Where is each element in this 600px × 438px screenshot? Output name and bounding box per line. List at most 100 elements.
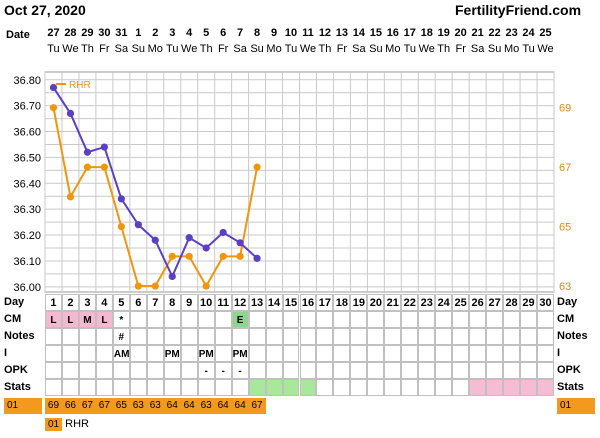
notes-cell (45, 328, 62, 345)
notes-cell (418, 328, 436, 345)
intercourse-cell (78, 345, 96, 362)
date-number: 10 (284, 27, 298, 39)
notes-cell (316, 328, 334, 345)
y-tick-label-left: 36.70 (13, 101, 41, 113)
cm-cell (197, 311, 215, 328)
temperature-point (151, 236, 159, 244)
date-number: 19 (437, 27, 450, 39)
intercourse-cell (452, 345, 470, 362)
intercourse-cell (503, 345, 521, 362)
stats-cell (78, 379, 96, 396)
notes-cell (299, 328, 317, 345)
weekday-label: Sa (470, 43, 485, 55)
opk-row-label: OPK (4, 364, 28, 376)
opk-cell (401, 362, 419, 379)
rhr-series (49, 104, 261, 290)
stats-cell (401, 379, 419, 396)
date-number: 4 (186, 27, 193, 39)
cm-cell (418, 311, 436, 328)
temperature-point (236, 239, 244, 247)
cycle-day-cell: 20 (367, 294, 385, 311)
notes-cell (486, 328, 504, 345)
temperature-point (117, 195, 125, 203)
weekday-label: Tu (284, 43, 298, 55)
rhr-cell: 64 (214, 398, 232, 414)
stats-cell (45, 379, 62, 396)
stats-row-label-right: Stats (557, 381, 584, 393)
temperature-point (185, 234, 193, 242)
rhr-point (100, 163, 108, 171)
opk-cell (350, 362, 368, 379)
weekday-label: Fr (217, 43, 229, 55)
notes-cell (61, 328, 79, 345)
stats-cell (265, 379, 283, 396)
cycle-day-cell: 26 (469, 294, 487, 311)
intercourse-cell (435, 345, 453, 362)
cycle-day-cell: 29 (520, 294, 538, 311)
notes-cell (214, 328, 232, 345)
rhr-row-label-right: 01 (557, 398, 595, 414)
weekday-label: Su (369, 43, 383, 55)
rhr-cell: 67 (78, 398, 96, 414)
chart-legend: RHR (56, 80, 91, 91)
cm-cell (248, 311, 266, 328)
cm-cell (146, 311, 164, 328)
intercourse-cell (180, 345, 198, 362)
stats-cell (95, 379, 113, 396)
temperature-point (202, 244, 210, 252)
rhr-point (134, 282, 142, 290)
notes-cell (384, 328, 402, 345)
temperature-point (134, 221, 142, 229)
cycle-day-cell: 28 (503, 294, 521, 311)
cycle-day-cell: 4 (95, 294, 113, 311)
notes-cell (129, 328, 147, 345)
cm-cell: L (61, 311, 79, 328)
y-tick-label-left: 36.50 (13, 152, 41, 164)
intercourse-cell (469, 345, 487, 362)
opk-cell (282, 362, 300, 379)
weekday-label: Su (131, 43, 146, 55)
opk-cell (486, 362, 504, 379)
y-tick-label-left: 36.00 (13, 282, 41, 294)
y-tick-label-right: 65 (559, 222, 571, 234)
intercourse-cell (333, 345, 351, 362)
weekday-label: We (537, 43, 554, 55)
date-number: 23 (505, 27, 518, 39)
cycle-day-cell: 3 (78, 294, 96, 311)
opk-cell (367, 362, 385, 379)
weekday-label: Sa (114, 43, 129, 55)
cycle-day-cell: 23 (418, 294, 436, 311)
cycle-day-cell: 27 (486, 294, 504, 311)
temperature-point (83, 148, 92, 156)
cycle-day-cell: 11 (214, 294, 232, 311)
rhr-point (49, 104, 58, 112)
date-number: 3 (169, 27, 176, 39)
notes-cell (452, 328, 470, 345)
cycle-day-cell: 24 (435, 294, 453, 311)
cm-cell (282, 311, 300, 328)
rhr-cell: 67 (248, 398, 266, 414)
rhr-row-label: 01 (4, 398, 42, 414)
stats-cell (384, 379, 402, 396)
cm-cell (350, 311, 368, 328)
cycle-day-cell: 17 (316, 294, 334, 311)
rhr-point (202, 282, 210, 290)
weekday-label: Th (318, 43, 332, 55)
temperature-point (66, 109, 75, 118)
intercourse-cell: PM (197, 345, 215, 362)
cycle-day-cell: 13 (248, 294, 266, 311)
stats-cell (146, 379, 164, 396)
weekday-label: Su (250, 43, 264, 55)
cm-cell (214, 311, 232, 328)
opk-cell (418, 362, 436, 379)
chart-date: Oct 27, 2020 (4, 2, 86, 18)
weekday-label: Mo (385, 43, 401, 55)
date-number: 28 (64, 27, 77, 39)
cycle-day-cell: 25 (452, 294, 470, 311)
opk-cell (95, 362, 113, 379)
cycle-day-cell: 6 (129, 294, 147, 311)
cycle-day-cell: 9 (180, 294, 198, 311)
date-number: 20 (454, 27, 467, 39)
notes-cell (401, 328, 419, 345)
